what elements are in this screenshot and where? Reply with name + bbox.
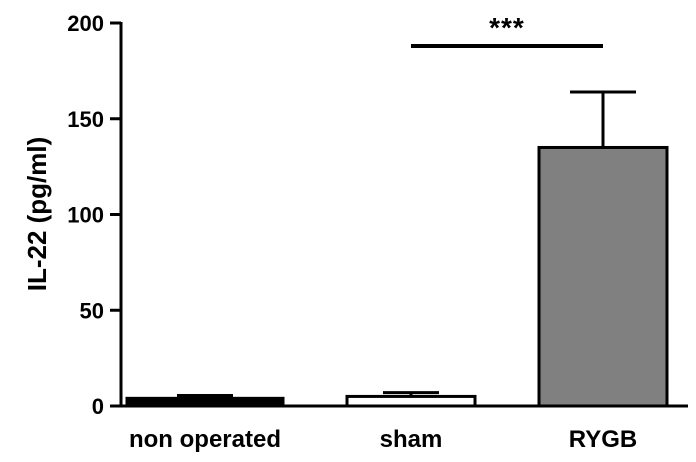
- x-category-label: sham: [380, 426, 443, 453]
- x-category-label: non operated: [129, 426, 281, 453]
- y-axis-title: IL-22 (pg/ml): [22, 137, 52, 292]
- significance-label: ***: [489, 12, 525, 43]
- y-ticks: 0 50 100 150 200: [67, 11, 121, 419]
- y-tick-label: 50: [80, 298, 104, 323]
- x-category-labels: non operated sham RYGB: [129, 426, 637, 453]
- bar: [537, 145, 669, 408]
- y-tick-label: 0: [92, 394, 104, 419]
- y-tick-label: 150: [67, 107, 104, 132]
- significance-annotation: ***: [411, 12, 603, 48]
- y-tick-label: 100: [67, 203, 104, 228]
- x-category-label: RYGB: [569, 426, 637, 453]
- y-tick-label: 200: [67, 11, 104, 36]
- bars-layer: [125, 90, 669, 408]
